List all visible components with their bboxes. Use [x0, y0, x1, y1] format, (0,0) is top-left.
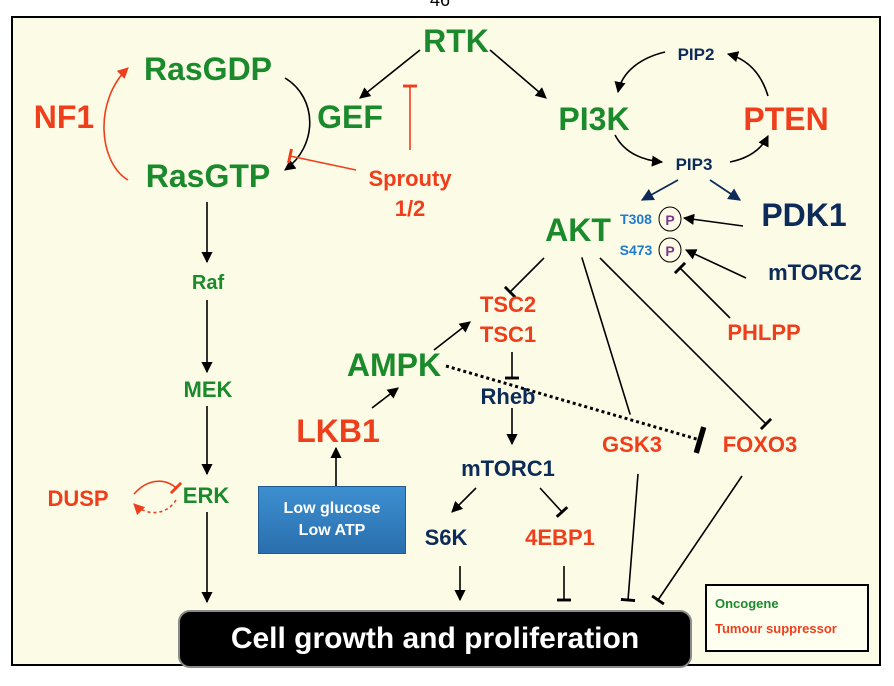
edge-rtk-pi3k — [489, 49, 547, 99]
node-pi3k: PI3K — [558, 101, 629, 137]
edge-pip2-pi3k — [614, 51, 666, 94]
node-gef: GEF — [317, 99, 383, 135]
node-s6k: S6K — [425, 525, 468, 550]
edge-pip3-akt — [640, 179, 679, 201]
node-phlpp: PHLPP — [727, 320, 800, 345]
edge-ampk-foxo3 — [445, 364, 707, 454]
node-erk: ERK — [183, 483, 230, 508]
node-rheb: Rheb — [481, 384, 536, 409]
node-mtorc2: mTORC2 — [768, 260, 862, 285]
node-lkb1: LKB1 — [296, 413, 380, 449]
edge-pi3k-pip3 — [614, 134, 664, 167]
edge-rasgdp-rasgtp — [284, 77, 311, 171]
edge-gsk3-outcome — [620, 473, 639, 603]
node-mtorc1: mTORC1 — [461, 456, 555, 481]
page-number: 46 — [430, 0, 451, 10]
edge-mtorc1-s6k — [451, 487, 477, 513]
node-nf1: NF1 — [34, 99, 94, 135]
legend: Oncogene Tumour suppressor — [705, 584, 869, 652]
edge-sprouty-rasgtp — [287, 148, 357, 171]
node-rasgtp: RasGTP — [146, 158, 270, 194]
node-raf: Raf — [192, 272, 225, 294]
outcome-label: Cell growth and proliferation — [230, 622, 640, 655]
edge-pip3-pten — [729, 134, 769, 163]
edge-rtk-gef — [359, 49, 421, 99]
node-pip2: PIP2 — [678, 45, 715, 64]
stress-line-atp: Low ATP — [298, 522, 366, 539]
phospho-label-s473: P — [665, 243, 674, 259]
edge-phlpp-s473 — [673, 261, 731, 319]
node-pdk1: PDK1 — [761, 197, 846, 233]
site-t308: T308 — [620, 211, 652, 227]
node-sprouty-isoforms: 1/2 — [395, 196, 426, 221]
node-mek: MEK — [184, 377, 233, 402]
edge-nf1-rasgdp — [103, 67, 129, 181]
legend-oncogene: Oncogene — [715, 596, 779, 611]
energy-stress-box: Low glucose Low ATP — [258, 486, 406, 554]
edge-ampk-tsc — [433, 321, 471, 351]
node-gsk3: GSK3 — [602, 432, 662, 457]
node-pip3: PIP3 — [676, 155, 713, 174]
legend-tumour-suppressor: Tumour suppressor — [715, 621, 837, 636]
node-rtk: RTK — [423, 23, 489, 59]
edge-akt-foxo3 — [599, 257, 773, 431]
edge-akt-gsk3 — [581, 257, 631, 415]
node-foxo3: FOXO3 — [723, 432, 798, 457]
phospho-label-t308: P — [665, 212, 674, 228]
edge-pten-pip2 — [726, 51, 769, 97]
outcome-box: Cell growth and proliferation — [178, 610, 692, 668]
node-ampk: AMPK — [347, 347, 441, 383]
edge-pdk1-t308 — [682, 213, 744, 227]
edge-lkb1-ampk — [371, 387, 399, 409]
phospho-site-s473 — [658, 237, 682, 263]
site-s473: S473 — [620, 242, 653, 258]
phospho-site-t308 — [658, 206, 682, 232]
edge-dusp-erk — [133, 480, 183, 495]
node-tsc1: TSC1 — [480, 322, 536, 347]
node-sprouty: Sprouty — [368, 166, 452, 191]
node-rasgdp: RasGDP — [144, 51, 272, 87]
node-pten: PTEN — [743, 101, 828, 137]
edge-mtorc2-s473 — [684, 249, 747, 279]
edge-akt-tsc2 — [503, 257, 545, 299]
node-akt: AKT — [545, 212, 611, 248]
node-dusp: DUSP — [47, 486, 108, 511]
edge-erk-dusp — [133, 499, 177, 516]
edge-pip3-pdk1 — [709, 179, 742, 201]
node-4ebp1: 4EBP1 — [525, 525, 595, 550]
edge-foxo3-outcome — [651, 475, 743, 606]
stress-line-glucose: Low glucose — [283, 500, 381, 517]
node-tsc2: TSC2 — [480, 292, 536, 317]
edge-mtorc1-4ebp1 — [539, 487, 569, 518]
